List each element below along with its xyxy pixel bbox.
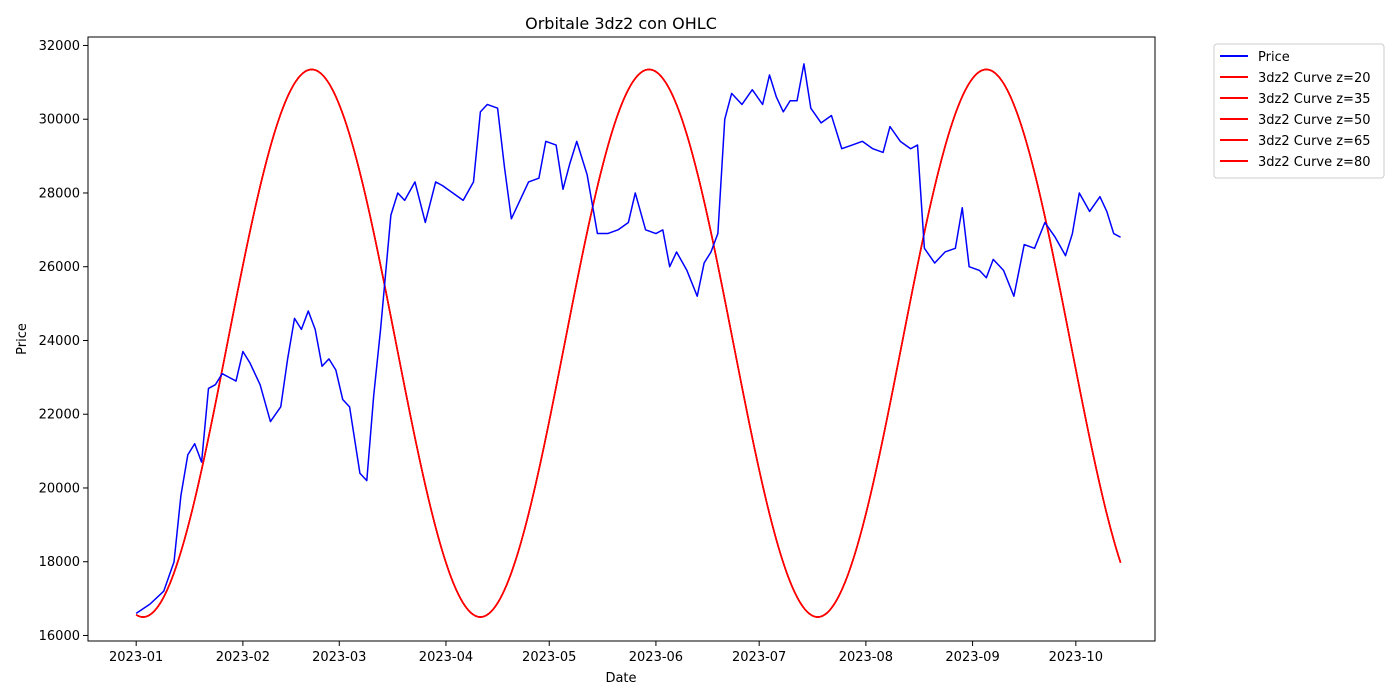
y-axis: 16000 18000 20000 22000 24000 26000 28000 30000… xyxy=(39,39,88,644)
legend-label: 3dz2 Curve z=80 xyxy=(1258,155,1371,170)
legend-label: 3dz2 Curve z=50 xyxy=(1258,113,1371,128)
plot-area xyxy=(135,63,1122,618)
x-tick-label: 2023-01 xyxy=(109,650,163,665)
legend-label: 3dz2 Curve z=20 xyxy=(1258,71,1371,86)
x-tick-label: 2023-02 xyxy=(216,650,270,665)
legend-box xyxy=(1213,43,1385,179)
y-tick-label: 32000 xyxy=(39,39,80,54)
x-tick-label: 2023-06 xyxy=(629,650,683,665)
x-tick-label: 2023-03 xyxy=(312,650,366,665)
x-tick-label: 2023-09 xyxy=(945,650,999,665)
x-tick-label: 2023-08 xyxy=(839,650,893,665)
legend: Price 3dz2 Curve z=20 3dz2 Curve z=35 3dz2 … xyxy=(1213,43,1385,179)
plot-frame xyxy=(87,36,1156,642)
x-axis: 2023-01 2023-02 2023-03 2023-04 2023-05 2023-… xyxy=(109,641,1103,665)
series-curve-z80 xyxy=(135,68,1122,618)
y-tick-label: 18000 xyxy=(39,555,80,570)
series-price-line xyxy=(135,63,1121,614)
x-tick-label: 2023-10 xyxy=(1049,650,1103,665)
y-tick-label: 20000 xyxy=(39,481,80,496)
y-tick-label: 16000 xyxy=(39,629,80,644)
y-tick-label: 26000 xyxy=(39,260,80,275)
chart-title: Orbitale 3dz2 con OHLC xyxy=(525,14,717,33)
x-axis-label: Date xyxy=(605,671,636,686)
y-tick-label: 22000 xyxy=(39,408,80,423)
x-tick-label: 2023-04 xyxy=(419,650,473,665)
legend-label: Price xyxy=(1258,50,1290,65)
legend-label: 3dz2 Curve z=65 xyxy=(1258,134,1371,149)
y-tick-label: 24000 xyxy=(39,334,80,349)
y-tick-label: 30000 xyxy=(39,113,80,128)
x-tick-label: 2023-07 xyxy=(732,650,786,665)
y-tick-label: 28000 xyxy=(39,186,80,201)
x-tick-label: 2023-05 xyxy=(522,650,576,665)
legend-label: 3dz2 Curve z=35 xyxy=(1258,92,1371,107)
y-axis-label: Price xyxy=(15,323,30,355)
